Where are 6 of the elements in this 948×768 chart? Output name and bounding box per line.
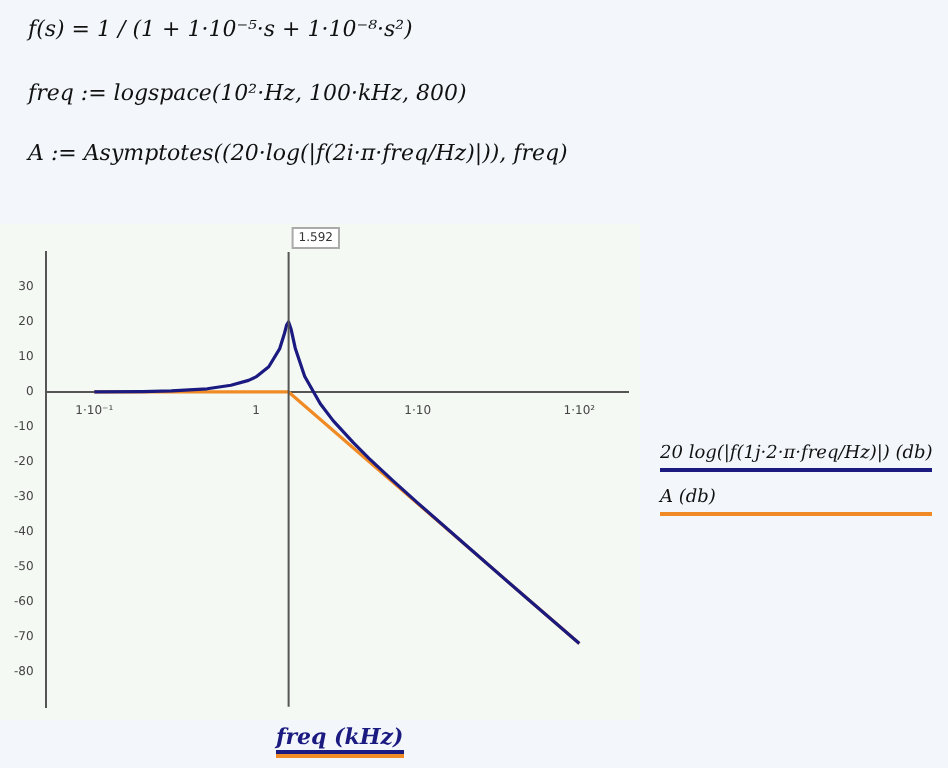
text: A (db) xyxy=(660,488,933,516)
text: f(s) = 1 / (1 + 1·10⁻⁵·s + 1·10⁻⁸·s²) xyxy=(28,16,413,42)
text: A := Asymptotes((20·log(|f(2i·π·freq/Hz)|)), freq) xyxy=(28,140,568,166)
text: 20 log(|f(1j·2·π·freq/Hz)|) (db) xyxy=(660,444,933,472)
text: freq := logspace(10²·Hz, 100·kHz, 800) xyxy=(28,80,467,106)
x-axis-title: freq (kHz) xyxy=(276,724,404,754)
